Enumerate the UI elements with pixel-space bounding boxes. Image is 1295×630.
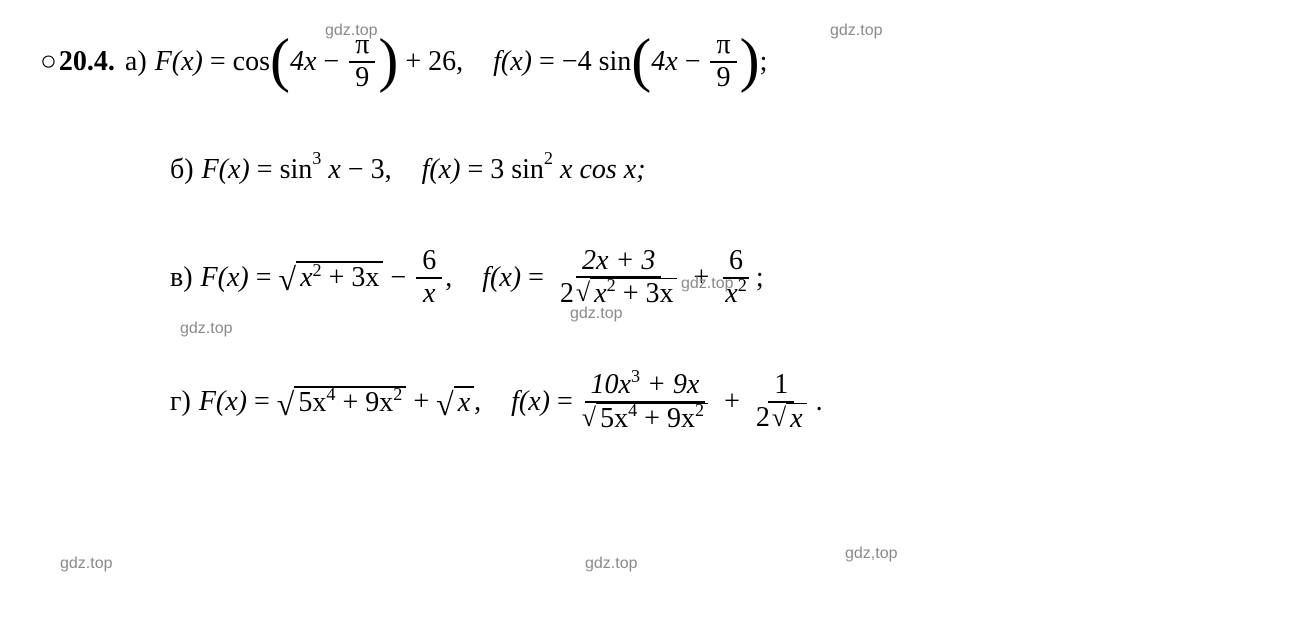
problem-part-d: г) F(x) = √5x4 + 9x2 + √x , f(x) = 10x3 … [170, 370, 1255, 435]
watermark: gdz.top [585, 555, 637, 573]
problem-part-b: б) F(x) = sin3 x − 3, f(x) = 3 sin2 x co… [170, 154, 1255, 186]
watermark: gdz,top [845, 545, 897, 563]
watermark: gdz.top [60, 555, 112, 573]
equation-b: F(x) = sin3 x − 3, f(x) = 3 sin2 x cos x… [202, 154, 646, 186]
part-label-a: а) [125, 46, 147, 78]
equation-d: F(x) = √5x4 + 9x2 + √x , f(x) = 10x3 + 9… [199, 370, 823, 435]
part-label-c: в) [170, 262, 193, 294]
problem-part-c: в) F(x) = √x2 + 3x − 6x , f(x) = 2x + 3 … [170, 246, 1255, 311]
circle-marker: ○ [40, 46, 57, 78]
equation-c: F(x) = √x2 + 3x − 6x , f(x) = 2x + 3 2√x… [201, 246, 764, 311]
problem-number: 20.4. [59, 46, 115, 78]
equation-a: F(x) = cos ( 4x − π9 ) + 26, f(x) = −4 s… [155, 30, 768, 94]
part-label-d: г) [170, 386, 191, 418]
part-label-b: б) [170, 154, 194, 186]
problem-part-a: ○ 20.4. а) F(x) = cos ( 4x − π9 ) + 26, … [40, 30, 1255, 94]
watermark: gdz.top [180, 320, 232, 338]
